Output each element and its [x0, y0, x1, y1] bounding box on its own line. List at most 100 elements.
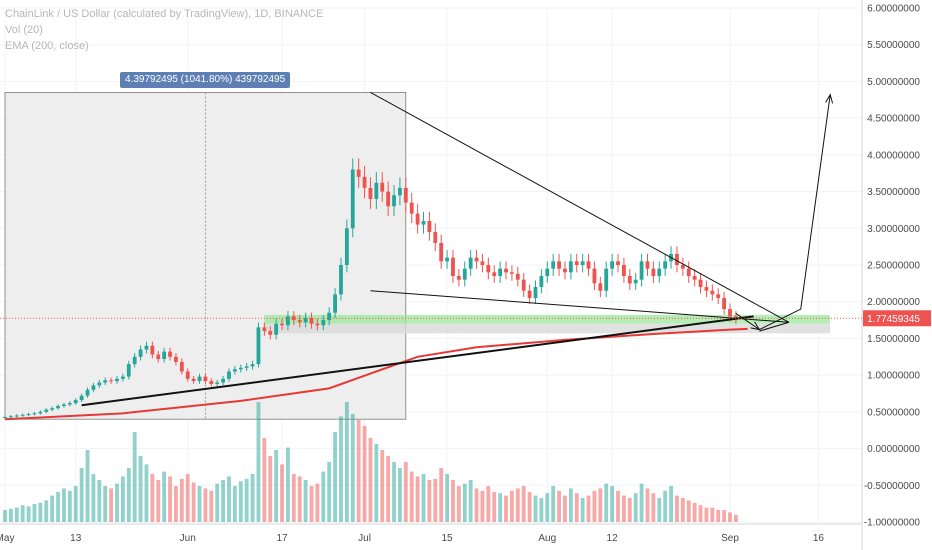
volume-bar [368, 438, 373, 522]
volume-bar [197, 486, 202, 522]
candle-body [174, 356, 178, 362]
price-tick-label: 4.00000000 [867, 150, 920, 161]
candle-body [215, 382, 220, 384]
candle-body [144, 345, 149, 350]
volume-bar [62, 488, 66, 522]
candle-body [509, 272, 514, 274]
volume-bar [138, 456, 143, 522]
volume-bar [344, 402, 349, 522]
candle-body [586, 261, 591, 269]
volume-bar [156, 480, 161, 522]
time-tick-label: 16 [813, 533, 825, 544]
candle-body [592, 268, 597, 284]
candle-body [44, 409, 49, 412]
volume-bar [580, 498, 585, 522]
candle-body [657, 268, 662, 277]
candle-body [568, 261, 573, 273]
candle-body [50, 408, 55, 410]
ema-indicator-label[interactable]: EMA (200, close) [5, 40, 89, 52]
candle-body [280, 323, 284, 326]
candle-body [704, 287, 709, 291]
candle-body [380, 182, 385, 192]
candle-body [250, 364, 255, 367]
candle-body [67, 403, 72, 405]
volume-bar [415, 476, 420, 522]
volume-bar [533, 495, 538, 522]
breakout-arrow-line [759, 94, 831, 331]
volume-bar [209, 490, 214, 522]
candle-body [8, 416, 13, 418]
breakout-arrowhead [825, 93, 834, 104]
volume-bar [698, 505, 703, 522]
volume-bar [392, 462, 396, 522]
volume-bar [563, 495, 567, 522]
volume-bar [56, 492, 60, 522]
candle-body [386, 191, 391, 207]
candle-body [339, 265, 343, 295]
last-price-marker: 1.77459345 [0, 310, 931, 327]
candle-body [710, 290, 715, 295]
candle-body [474, 257, 479, 262]
candle-body [392, 195, 396, 207]
volume-bar [32, 504, 37, 522]
volume-bar [8, 508, 13, 522]
volume-bar [545, 493, 550, 522]
volume-bar [692, 502, 697, 522]
candle-body [303, 317, 308, 323]
volume-bar [386, 456, 391, 522]
volume-bar [462, 483, 467, 522]
candle-body [168, 351, 172, 357]
price-tick-label: 0.00000000 [867, 444, 920, 455]
candle-body [451, 257, 455, 277]
candle-body [403, 187, 408, 203]
volume-bar [604, 483, 609, 522]
price-tick-label: 3.00000000 [867, 224, 920, 235]
price-tick-label: 1.00000000 [867, 371, 920, 382]
triangle-upper-line [370, 92, 790, 323]
volume-bar [203, 488, 208, 522]
candle-body [256, 327, 261, 365]
price-tick-label: 2.50000000 [867, 261, 920, 272]
candle-body [580, 261, 585, 265]
volume-bar [451, 480, 455, 522]
candle-body [3, 416, 7, 418]
volume-indicator-label[interactable]: Vol (20) [5, 24, 43, 36]
time-tick-label: Jun [180, 533, 196, 544]
price-tick-label: 2.00000000 [867, 297, 920, 308]
candle-body [675, 253, 679, 265]
candle-body [162, 351, 167, 359]
volume-bar [215, 483, 220, 522]
candle-body [692, 276, 697, 280]
candle-body [686, 268, 691, 277]
volume-bar [286, 447, 290, 522]
candle-body [551, 261, 556, 269]
volume-bar [221, 480, 226, 522]
volume-bar [539, 498, 544, 522]
volume-bar [73, 486, 78, 522]
symbol-title[interactable]: ChainLink / US Dollar (calculated by Tra… [5, 8, 324, 20]
candle-body [26, 414, 31, 416]
volume-bar [610, 486, 615, 522]
volume-bar [439, 468, 444, 522]
candle-body [321, 320, 326, 326]
candle-body [109, 380, 114, 382]
volume-bar [120, 476, 125, 522]
candle-body [374, 182, 379, 199]
volume-bar [445, 474, 449, 522]
candle-body [633, 279, 638, 284]
volume-bar [686, 500, 691, 522]
candle-body [73, 400, 78, 404]
volume-bar [356, 420, 361, 522]
volume-bar [639, 483, 644, 522]
candle-body [456, 276, 461, 280]
volume-bar [185, 474, 190, 522]
time-tick-label: Aug [538, 533, 556, 544]
candle-body [521, 279, 526, 291]
candle-body [610, 261, 615, 269]
candle-body [156, 354, 161, 359]
candle-body [498, 268, 503, 277]
volume-bars [3, 402, 738, 522]
volume-bar [280, 464, 284, 522]
trend-drawings [81, 92, 834, 407]
